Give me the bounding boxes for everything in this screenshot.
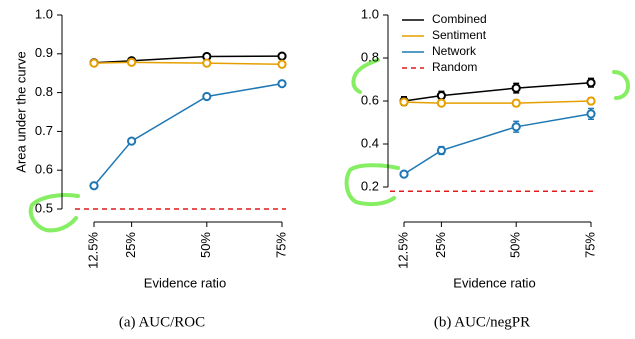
data-point	[277, 51, 287, 61]
x-axis-label: Evidence ratio	[453, 275, 535, 290]
annotation-scribble	[344, 163, 400, 207]
x-tick-label: 25%	[433, 232, 448, 258]
annotation-scribble	[28, 193, 80, 233]
x-tick-label: 75%	[273, 232, 288, 258]
y-tick-label: 0.8	[361, 49, 379, 64]
y-tick-label: 0.5	[35, 200, 53, 215]
x-tick-label: 12.5%	[85, 232, 100, 269]
series-line	[403, 100, 592, 104]
x-tick-label: 25%	[123, 232, 138, 258]
data-point	[89, 58, 99, 68]
legend-label: Sentiment	[432, 28, 487, 42]
data-point	[202, 58, 212, 68]
data-point	[436, 98, 446, 108]
subplot-caption: (b) AUC/negPR	[434, 314, 530, 330]
data-point	[511, 98, 521, 108]
x-tick-label: 50%	[198, 232, 213, 258]
data-point	[511, 83, 521, 93]
data-point	[436, 91, 446, 101]
y-tick-label: 1.0	[35, 6, 53, 21]
data-point	[399, 169, 409, 179]
y-tick-label: 0.6	[361, 92, 379, 107]
annotation-scribble	[612, 70, 630, 100]
data-point	[277, 59, 287, 69]
series-line	[93, 55, 283, 64]
legend-label: Random	[432, 60, 477, 74]
y-tick-label: 0.4	[361, 135, 379, 150]
series-line	[93, 61, 283, 66]
y-tick-label: 0.9	[35, 45, 53, 60]
subplot-caption: (a) AUC/ROC	[119, 314, 205, 330]
y-tick-label: 0.8	[35, 84, 53, 99]
data-point	[436, 145, 446, 156]
data-point	[586, 109, 596, 119]
x-tick-label: 50%	[508, 232, 523, 258]
data-point	[399, 97, 409, 107]
data-point	[511, 122, 521, 132]
data-point	[202, 91, 212, 102]
data-point	[586, 96, 596, 106]
y-tick-label: 0.2	[361, 178, 379, 193]
x-tick-label: 75%	[582, 232, 597, 258]
y-tick-label: 1.0	[361, 6, 379, 21]
series-line	[403, 113, 592, 175]
data-point	[127, 136, 137, 146]
series-line	[93, 82, 283, 187]
data-point	[586, 78, 596, 88]
annotation-scribble	[351, 58, 380, 94]
series-line	[403, 81, 592, 102]
y-axis-label: Area under the curve	[13, 51, 28, 172]
x-axis-label: Evidence ratio	[144, 275, 226, 290]
legend-label: Network	[432, 44, 477, 58]
data-point	[89, 181, 99, 191]
legend-label: Combined	[432, 12, 487, 26]
y-tick-label: 0.6	[35, 162, 53, 177]
data-point	[127, 57, 137, 67]
x-tick-label: 12.5%	[395, 232, 410, 269]
y-tick-label: 0.7	[35, 123, 53, 138]
data-point	[277, 79, 287, 89]
